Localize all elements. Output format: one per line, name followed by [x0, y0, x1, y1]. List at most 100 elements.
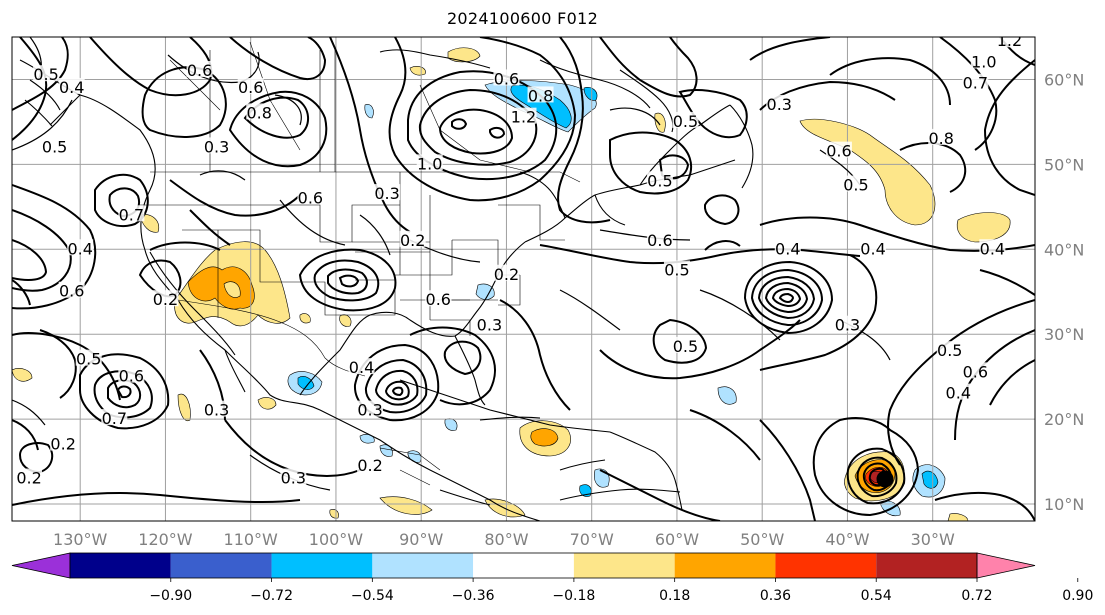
longitude-label: 100°W — [309, 530, 364, 549]
contour-label-background — [58, 77, 85, 94]
contour-label-background — [357, 455, 384, 472]
contour-label: 0.3 — [357, 401, 382, 420]
contour-label: 0.2 — [357, 456, 382, 475]
contour-label-background — [203, 400, 230, 417]
contour-label: 1.0 — [417, 154, 442, 173]
colorbar-label: −0.54 — [351, 588, 394, 604]
latitude-label: 30°N — [1044, 325, 1084, 344]
contour-label: 0.3 — [374, 184, 399, 203]
contour-label-background — [672, 336, 699, 353]
contour-label: 0.8 — [928, 129, 953, 148]
contour-label: 1.0 — [971, 52, 996, 71]
storm-center-marker — [876, 470, 894, 488]
contour-label: 0.5 — [76, 350, 101, 369]
contour-label: 0.6 — [494, 69, 519, 88]
latitude-labels: 60°N 50°N 40°N 30°N 20°N 10°N — [1044, 70, 1084, 514]
contour-label: 0.5 — [647, 171, 672, 190]
contour-label: 0.5 — [673, 112, 698, 131]
contour-label: 0.5 — [843, 176, 868, 195]
contour-label-background — [16, 468, 43, 485]
contour-label-background — [928, 128, 955, 145]
contour-label: 0.6 — [119, 367, 144, 386]
contour-label: 0.4 — [59, 78, 84, 97]
longitude-label: 120°W — [138, 530, 193, 549]
contour-label: 0.3 — [477, 316, 502, 335]
colorbar-swatch — [372, 553, 474, 578]
latitude-label: 10°N — [1044, 495, 1084, 514]
contour-label: 0.6 — [238, 78, 263, 97]
longitude-label: 50°W — [740, 530, 784, 549]
contour-label: 0.6 — [426, 290, 451, 309]
contour-label-background — [118, 366, 145, 383]
contour-label: 0.7 — [119, 205, 144, 224]
contour-label-background — [67, 239, 94, 256]
contour-label-background — [860, 239, 887, 256]
contour-label-background — [527, 86, 554, 103]
contour-label-background — [152, 290, 179, 307]
contour-label-background — [33, 65, 60, 82]
latitude-label: 60°N — [1044, 70, 1084, 89]
longitude-labels: 130°W 120°W 110°W 100°W 90°W 80°W 70°W 60°W 50°W… — [53, 530, 955, 549]
colorbar-swatch — [170, 553, 272, 578]
colorbar-label: 0.36 — [760, 588, 791, 604]
contour-label-background — [979, 239, 1006, 256]
colorbar-swatch — [271, 553, 373, 578]
contour-label-background — [203, 137, 230, 154]
latitude-label: 50°N — [1044, 155, 1084, 174]
longitude-label: 30°W — [911, 530, 955, 549]
colorbar-label: −0.18 — [552, 588, 595, 604]
anomaly-shading — [12, 47, 1011, 521]
colorbar-label: 0.54 — [861, 588, 892, 604]
contour-label-background — [663, 260, 690, 277]
contour-label: 0.5 — [33, 65, 58, 84]
colorbar-label: 0.72 — [961, 588, 992, 604]
political-borders — [140, 41, 581, 486]
contour-label-background — [493, 69, 520, 86]
colorbar-label: 0.90 — [1062, 588, 1093, 604]
map-title: 2024100600 F012 — [446, 9, 599, 28]
contour-label: 0.6 — [647, 231, 672, 250]
contour-label: 0.6 — [826, 142, 851, 161]
contour-label: 0.7 — [102, 409, 127, 428]
colorbar-label: 0.18 — [659, 588, 690, 604]
contour-label: 0.6 — [187, 61, 212, 80]
contour-label-background — [945, 383, 972, 400]
contour-label-background — [510, 107, 537, 124]
contour-label: 0.4 — [980, 239, 1005, 258]
colorbar-label: −0.36 — [452, 588, 495, 604]
contour-label: 0.6 — [298, 188, 323, 207]
colorbar-swatch — [70, 553, 171, 578]
longitude-label: 70°W — [570, 530, 614, 549]
colorbar-swatch — [876, 553, 977, 578]
contour-label: 0.3 — [204, 137, 229, 156]
longitude-label: 40°W — [825, 530, 869, 549]
map-frame — [11, 36, 1036, 522]
contour-label: 0.3 — [767, 95, 792, 114]
contour-label-background — [237, 77, 264, 94]
contour-label-background — [118, 205, 145, 222]
contour-label-background — [75, 349, 102, 366]
contour-label-background — [493, 264, 520, 281]
contour-label: 0.4 — [860, 239, 885, 258]
latitude-label: 20°N — [1044, 410, 1084, 429]
longitude-label: 130°W — [53, 530, 108, 549]
contour-label-background — [50, 434, 77, 451]
contour-label: 1.2 — [511, 108, 536, 127]
contour-label-background — [834, 315, 861, 332]
contour-label-background — [357, 400, 384, 417]
contour-label: 0.4 — [775, 239, 800, 258]
colorbar-low-extension — [11, 552, 71, 579]
contour-label: 0.2 — [153, 290, 178, 309]
longitude-label: 60°W — [655, 530, 699, 549]
contour-label: 0.4 — [349, 358, 374, 377]
contour-label: 0.3 — [204, 401, 229, 420]
contour-label-background — [970, 52, 997, 69]
colorbar-swatch — [674, 553, 776, 578]
colorbar-high-extension — [976, 552, 1036, 579]
contour-label-background — [41, 137, 68, 154]
contour-label: 0.3 — [835, 316, 860, 335]
contour-label-background — [476, 315, 503, 332]
contour-label-background — [399, 230, 426, 247]
contour-label: 0.5 — [664, 261, 689, 280]
